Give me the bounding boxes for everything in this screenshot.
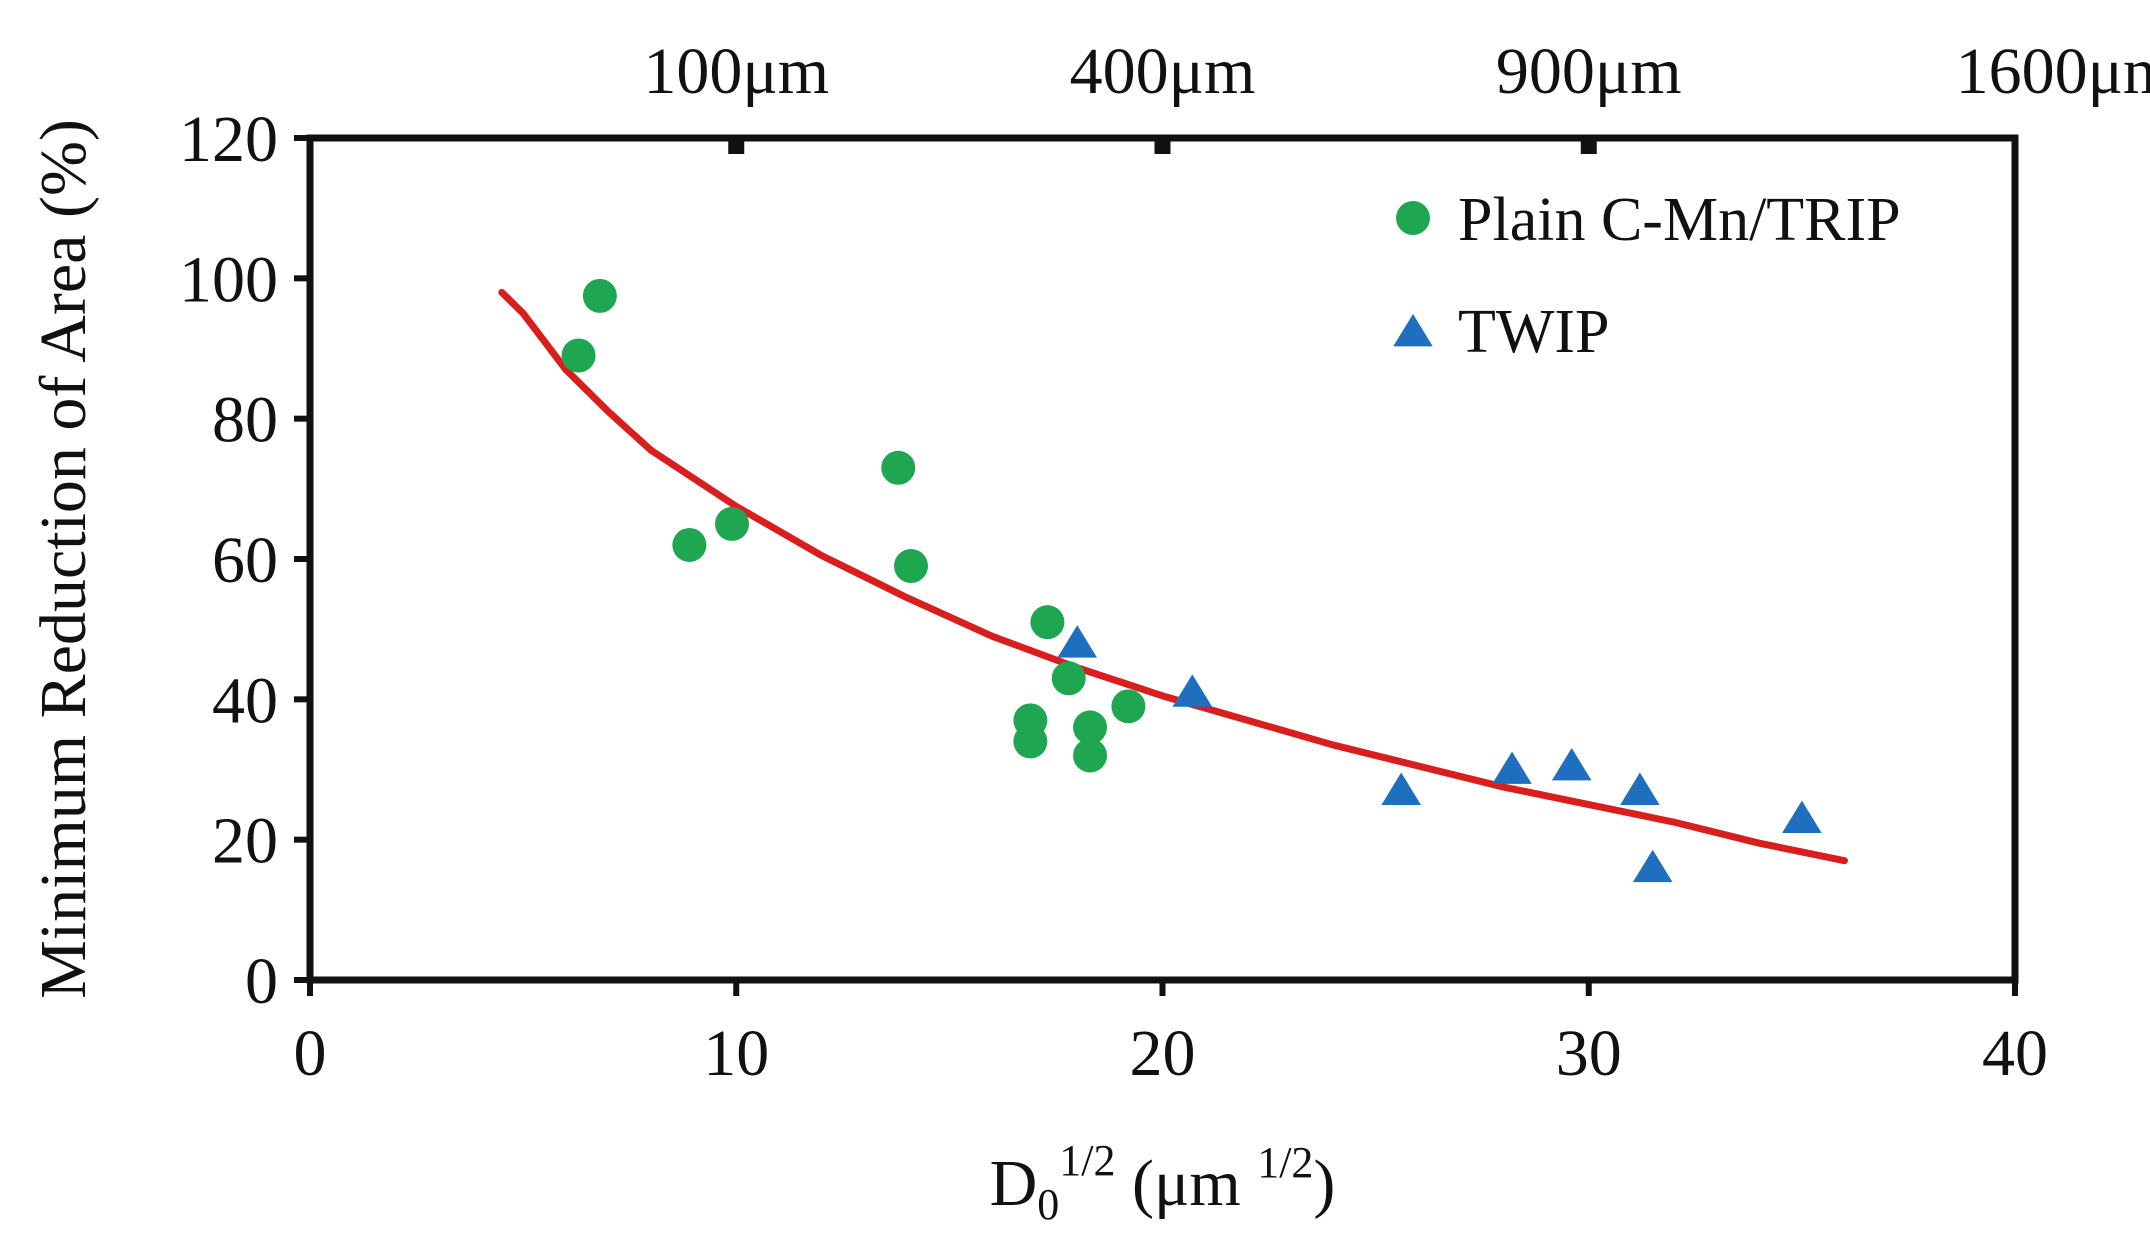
top-axis-label: 100μm: [643, 35, 829, 108]
x-tick-label: 20: [1130, 1017, 1196, 1090]
y-tick-label: 20: [212, 805, 278, 878]
data-point-circle: [582, 278, 617, 313]
plot-area: [294, 134, 2019, 996]
fit-curve: [498, 288, 1848, 865]
data-point-triangle: [1381, 772, 1421, 805]
x-axis-title-part: 1/2: [1257, 1138, 1313, 1187]
legend-label: Plain C-Mn/TRIP: [1458, 186, 1901, 254]
data-point-triangle: [1551, 747, 1592, 781]
x-tick-label: 40: [1982, 1017, 2048, 1090]
data-point-circle: [1073, 710, 1108, 745]
data-point-circle: [672, 527, 707, 562]
axis-labels: 0 10 20 30 40 0 20 40 60 80 100 120 100μm 400μm 900μm 1…: [27, 35, 2150, 1229]
legend: Plain C-Mn/TRIP TWIP: [1393, 186, 1901, 366]
x-axis-title-part: ): [1313, 1147, 1335, 1220]
y-tick-label: 40: [212, 664, 278, 737]
data-point-circle: [1073, 738, 1108, 773]
x-axis-title-part: 0: [1037, 1180, 1059, 1229]
data-point-triangle: [1632, 849, 1673, 883]
legend-marker-triangle: [1393, 314, 1433, 347]
top-axis-label: 400μm: [1070, 35, 1256, 108]
data-point-circle: [1111, 689, 1146, 724]
legend-label: TWIP: [1458, 298, 1610, 366]
top-tick: [728, 138, 745, 154]
y-tick-label: 120: [179, 103, 278, 176]
data-markers: [561, 278, 1822, 883]
data-point-triangle: [1492, 751, 1532, 784]
data-point-circle: [1013, 724, 1048, 759]
x-tick-label: 10: [703, 1017, 769, 1090]
plot-frame: [306, 134, 2019, 984]
data-point-circle: [1030, 605, 1065, 640]
x-axis-title: D01/2 (μm 1/2): [990, 1136, 1336, 1229]
data-point-circle: [561, 338, 596, 373]
x-axis-title-part: D: [990, 1147, 1038, 1220]
y-tick-label: 100: [179, 243, 278, 316]
y-axis-title: Minimum Reduction of Area (%): [27, 119, 100, 999]
data-point-triangle: [1057, 625, 1098, 658]
legend-marker-circle: [1396, 201, 1430, 235]
data-point-circle: [714, 506, 749, 541]
data-point-triangle: [1172, 674, 1213, 707]
y-tick-label: 60: [212, 524, 278, 597]
x-tick-label: 0: [294, 1017, 327, 1090]
data-point-triangle: [1782, 800, 1822, 834]
data-point-triangle: [1620, 772, 1660, 805]
top-axis-label: 900μm: [1496, 35, 1682, 108]
x-axis-title-part: (μm: [1115, 1147, 1257, 1220]
fit-curve-layer: [498, 288, 1848, 865]
y-tick-label: 80: [212, 384, 278, 457]
top-axis-label: 1600μm: [1956, 35, 2150, 108]
data-point-circle: [1051, 661, 1086, 696]
data-point-circle: [881, 450, 916, 485]
data-point-circle: [894, 549, 929, 584]
y-tick-label: 0: [245, 945, 278, 1018]
x-tick-label: 30: [1556, 1017, 1622, 1090]
top-tick: [1580, 138, 1597, 154]
top-tick: [1154, 138, 1171, 154]
x-axis-title-part: 1/2: [1059, 1136, 1115, 1185]
